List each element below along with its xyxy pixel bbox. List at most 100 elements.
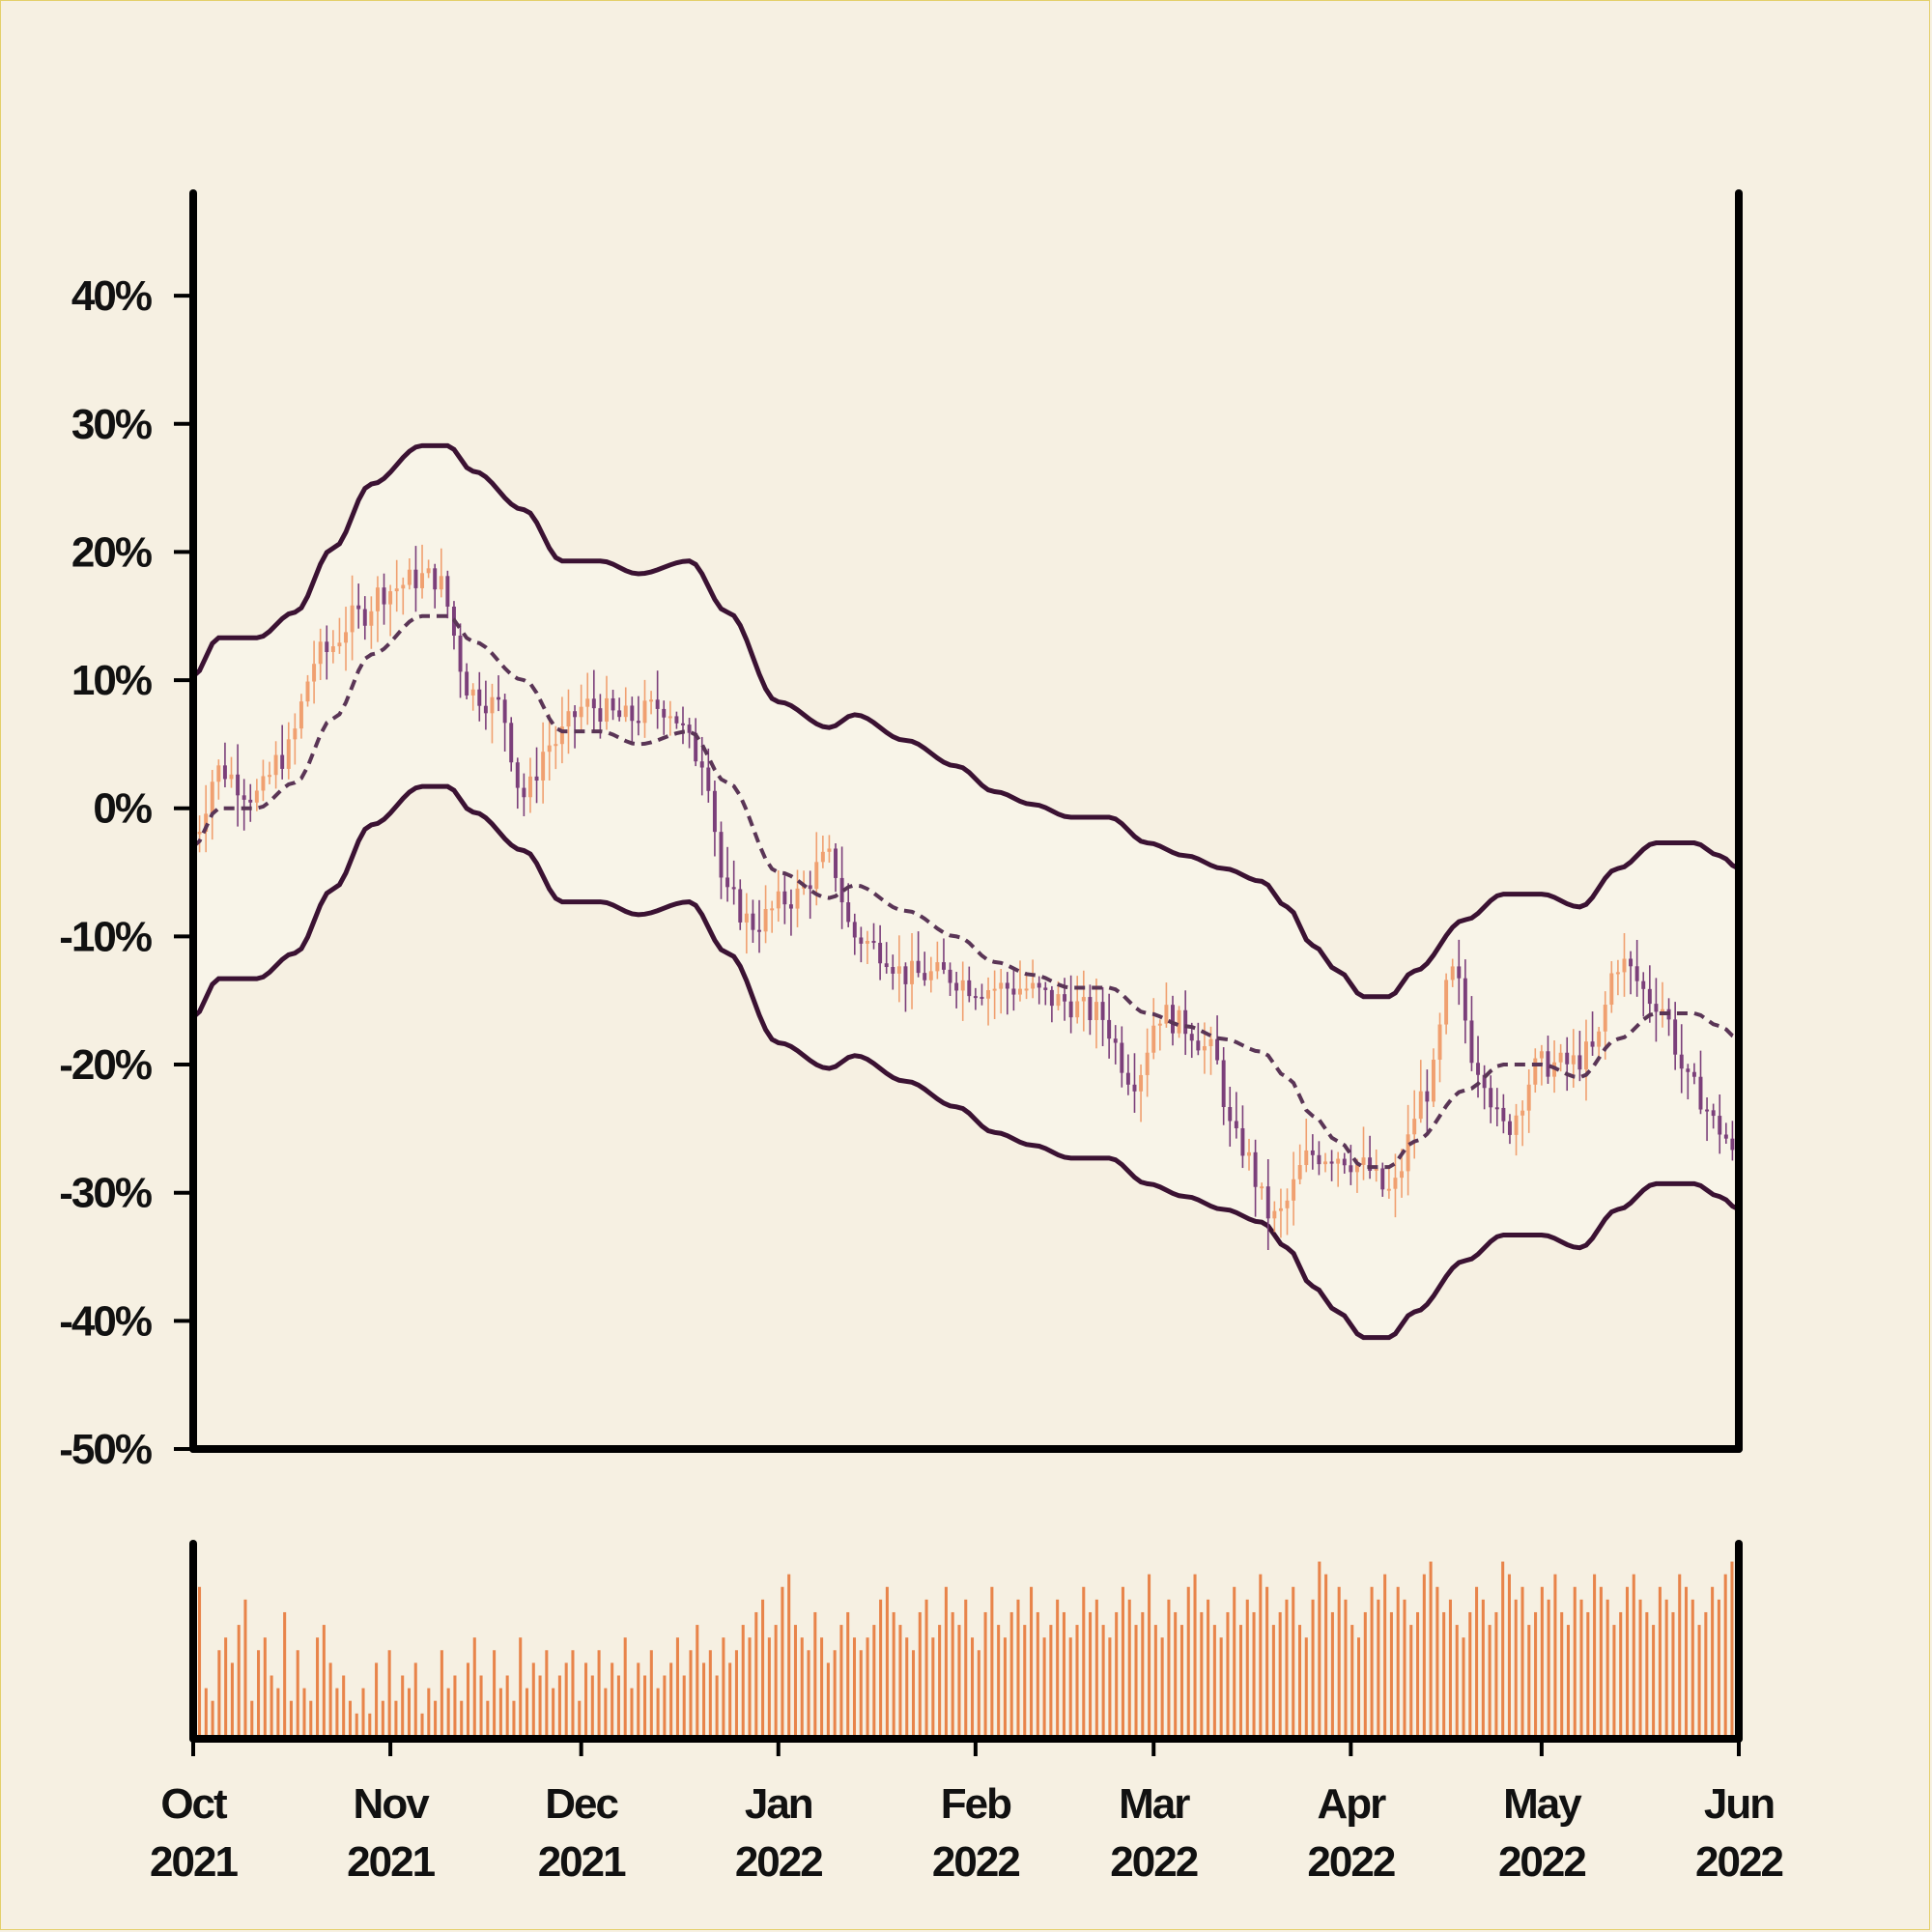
volume-bar — [807, 1650, 810, 1739]
candle-body — [878, 943, 883, 964]
candle-body — [725, 877, 730, 888]
candle-body — [204, 813, 209, 833]
volume-bar — [1271, 1625, 1275, 1739]
volume-bar — [505, 1675, 509, 1739]
candle-body — [445, 576, 450, 607]
volume-bar — [1101, 1625, 1105, 1739]
candle-body — [318, 641, 323, 665]
candle-body — [910, 960, 915, 984]
volume-bar — [1403, 1599, 1406, 1739]
x-axis-ticks: Oct 2021 Nov 2021 Dec 2021 Jan 2022 Feb 2022 Mar 20… — [150, 1739, 1784, 1886]
volume-bar — [1238, 1625, 1243, 1739]
candle-body — [236, 774, 241, 796]
volume-bar — [1344, 1599, 1348, 1739]
volume-bar — [1462, 1637, 1465, 1739]
volume-bar — [669, 1662, 673, 1739]
candle-body — [298, 701, 303, 729]
candle-body — [1565, 1052, 1570, 1065]
volume-bar — [283, 1611, 287, 1739]
volume-bar — [1350, 1625, 1354, 1739]
volume-bar — [846, 1611, 850, 1739]
volume-bar — [1016, 1599, 1020, 1739]
volume-bar — [296, 1650, 299, 1739]
volume-bar — [211, 1700, 214, 1739]
volume-bar — [1003, 1637, 1007, 1739]
candle-body — [662, 708, 667, 718]
candle-body — [795, 888, 800, 909]
y-tick-label: -20% — [59, 1041, 152, 1089]
candle-body — [1406, 1134, 1410, 1172]
y-tick-label: 30% — [71, 401, 152, 448]
volume-bar — [571, 1650, 575, 1739]
volume-bar — [813, 1611, 817, 1739]
volume-bar — [734, 1650, 738, 1739]
volume-bar — [924, 1599, 928, 1739]
volume-bar — [1292, 1586, 1295, 1739]
candle-body — [655, 699, 660, 709]
candle-body — [1260, 1186, 1264, 1189]
volume-bar — [1475, 1586, 1479, 1739]
volume-bar — [1566, 1625, 1570, 1739]
candle-body — [1368, 1157, 1373, 1172]
volume-bar — [1363, 1611, 1367, 1739]
candle-body — [674, 716, 679, 724]
volume-bar — [885, 1586, 889, 1739]
volume-bar — [525, 1688, 529, 1739]
candle-body — [694, 732, 698, 762]
volume-bar — [316, 1637, 320, 1739]
candle-body — [1418, 1091, 1423, 1120]
volume-bar — [224, 1637, 228, 1739]
candle-body — [852, 922, 857, 938]
volume-bar — [302, 1688, 306, 1739]
volume-bar — [1200, 1611, 1204, 1739]
volume-bar — [1042, 1637, 1046, 1739]
volume-bar — [971, 1637, 975, 1739]
candle-body — [1539, 1051, 1544, 1059]
volume-bar — [1357, 1637, 1361, 1739]
volume-bar — [781, 1586, 784, 1739]
candle-body — [999, 982, 1004, 989]
candle-body — [1031, 982, 1036, 989]
candle-body — [1323, 1161, 1327, 1165]
volume-bar — [407, 1688, 411, 1739]
volume-bar — [1534, 1611, 1538, 1739]
candle-body — [1125, 1072, 1130, 1085]
volume-bar — [761, 1599, 765, 1739]
candle-body — [1654, 1004, 1659, 1012]
candle-body — [1686, 1068, 1690, 1072]
candle-body — [1272, 1210, 1277, 1219]
candle-body — [1139, 1074, 1144, 1092]
candle-body — [1183, 1009, 1188, 1035]
candle-body — [1514, 1115, 1519, 1135]
candle-body — [1043, 987, 1048, 990]
candle-body — [1171, 1005, 1175, 1034]
volume-bar — [335, 1688, 339, 1739]
volume-bar — [486, 1700, 490, 1739]
candle-body — [738, 889, 743, 923]
volume-bar — [1265, 1586, 1269, 1739]
volume-bar — [1723, 1574, 1727, 1739]
candle-body — [579, 706, 583, 718]
candle-body — [630, 705, 635, 722]
volume-bar — [1089, 1611, 1093, 1739]
volume-bar — [859, 1650, 863, 1739]
volume-bar — [767, 1637, 771, 1739]
candle-body — [1380, 1168, 1385, 1190]
candle-body — [706, 767, 711, 791]
y-tick-label: 20% — [71, 528, 152, 576]
candle-body — [1221, 1060, 1226, 1108]
candle-body — [1297, 1165, 1302, 1179]
candle-body — [1393, 1178, 1398, 1189]
volume-bar — [1632, 1574, 1635, 1739]
candle-body — [1718, 1116, 1722, 1135]
candle-body — [757, 929, 761, 932]
volume-bar — [1730, 1561, 1734, 1739]
volume-bar — [375, 1662, 379, 1739]
volume-bar — [977, 1650, 980, 1739]
y-axis-ticks: 40% 30% 20% 10% 0% -10% -20% -30% -40% -50% — [59, 272, 193, 1473]
volume-bar — [309, 1700, 313, 1739]
candle-body — [420, 573, 425, 588]
moving-average-line — [191, 613, 1740, 1170]
volume-bar — [394, 1700, 398, 1739]
candle-body — [356, 605, 361, 610]
